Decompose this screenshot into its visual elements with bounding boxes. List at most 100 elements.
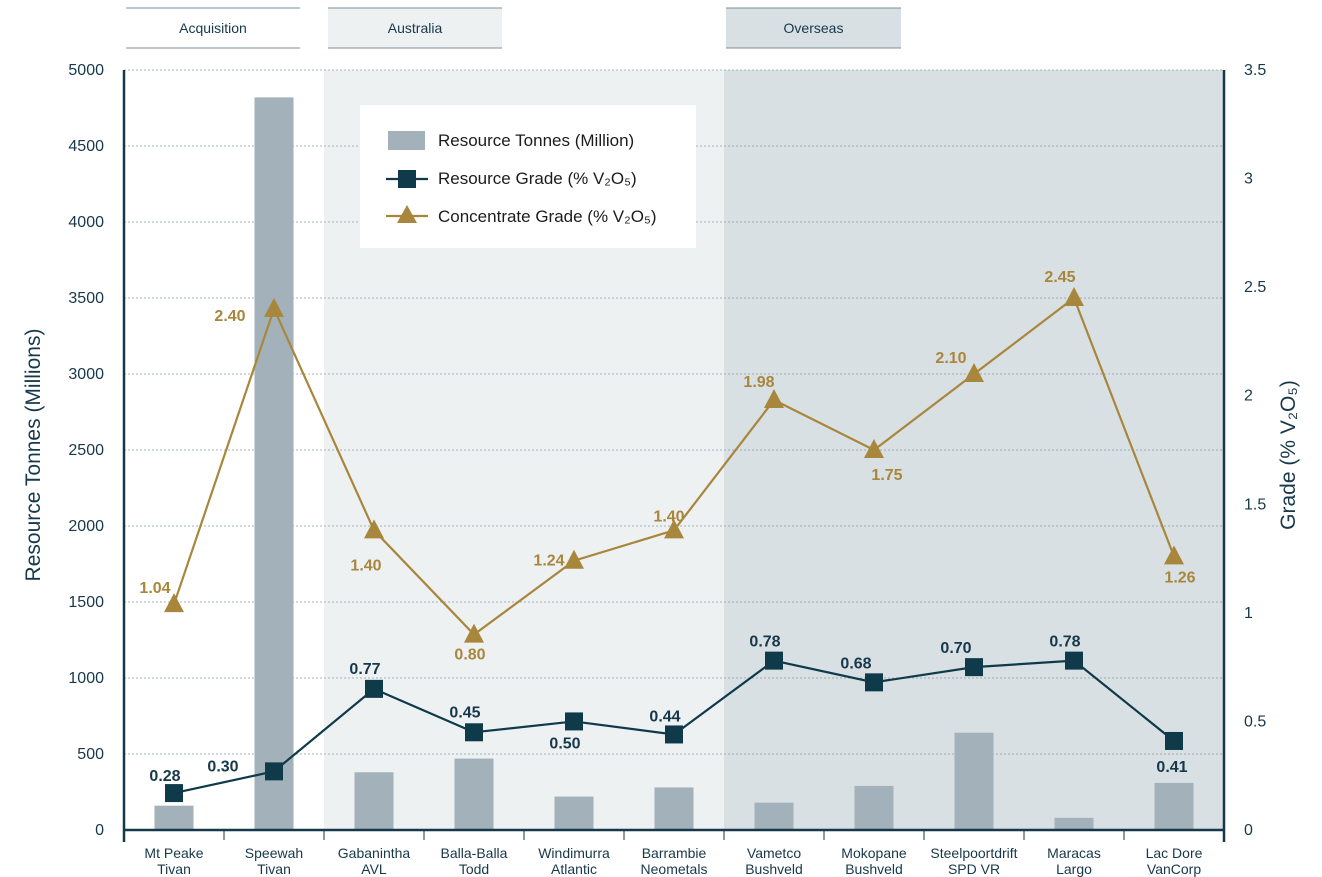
category-label: Steelpoortdrift [930,845,1017,861]
concentrate-grade-point [864,439,884,458]
y-right-tick-label: 3 [1244,171,1253,188]
bar-8 [954,732,994,830]
resource-grade-point [665,725,683,744]
concentrate-grade-point [764,389,784,409]
category-label: Tivan [257,861,291,877]
resource-grade-point [165,784,183,803]
group-header-bg [126,8,300,48]
resource-grade-label: 0.45 [449,704,480,721]
resource-grade-label: 0.78 [1049,634,1080,651]
bar-9 [1054,817,1094,830]
legend-swatch-bars [388,131,425,150]
y-left-tick-label: 5000 [68,62,104,79]
group-header-bg [726,8,901,48]
concentrate-grade-point [964,363,984,382]
resource-grade-point [1165,731,1183,750]
resource-grade-point [465,723,483,742]
y-right-tick-label: 0 [1244,822,1253,839]
resource-grade-label: 0.70 [940,640,971,657]
concentrate-grade-point [264,297,284,317]
y-right-tick-label: 3.5 [1244,62,1266,79]
y-left-tick-label: 1000 [68,670,104,687]
y-left-tick-label: 2000 [68,518,104,535]
category-label: Maracas [1047,845,1101,861]
resource-grade-label: 0.28 [149,768,180,785]
y-left-tick-label: 3000 [68,366,104,383]
bar-3 [454,758,494,830]
concentrate-grade-point [1064,287,1084,306]
y-right-tick-label: 2.5 [1244,279,1266,296]
resource-grade-point [1065,651,1083,670]
concentrate-grade-label: 2.10 [935,350,966,367]
y-left-tick-label: 3500 [68,290,104,307]
category-label: Speewah [245,845,303,861]
category-label: Mokopane [841,845,907,861]
category-label: Balla-Balla [441,845,508,861]
resource-grade-label: 0.68 [840,655,871,672]
legend-swatch-resource-marker [398,170,416,188]
resource-grade-label: 0.50 [549,735,580,752]
y-axis-left-title: Resource Tonnes (Millions) [22,329,45,582]
bar-0 [154,805,194,830]
resource-grade-label: 0.44 [649,708,680,725]
concentrate-grade-point [464,623,484,643]
bar-10 [1154,782,1194,830]
resource-grade-label: 0.41 [1156,759,1187,776]
y-left-tick-label: 1500 [68,594,104,611]
concentrate-grade-label: 1.26 [1164,569,1195,586]
resource-grade-label: 0.30 [207,758,238,775]
y-left-tick-label: 500 [77,746,104,763]
category-label: Neometals [641,861,708,877]
bar-5 [654,787,694,830]
category-label: Windimurra [538,845,610,861]
resource-grade-point [265,762,283,781]
group-header-bg [328,8,502,48]
concentrate-grade-point [164,593,184,613]
concentrate-grade-label: 1.40 [350,557,381,574]
bar-1 [254,97,294,831]
bar-7 [854,785,894,830]
bar-4 [554,796,594,830]
resource-grade-point [565,712,583,731]
legend-label: Concentrate Grade (% V₂O₅) [438,207,656,226]
y-right-tick-label: 0.5 [1244,713,1266,730]
legend-label: Resource Tonnes (Million) [438,131,634,150]
category-label: SPD VR [948,861,1000,877]
y-right-tick-label: 1.5 [1244,496,1266,513]
category-label: AVL [361,861,387,877]
y-left-tick-label: 2500 [68,442,104,459]
concentrate-grade-label: 2.45 [1044,269,1075,286]
category-label: Mt Peake [144,845,203,861]
y-axis-right-title: Grade (% V₂O₅) [1277,380,1300,530]
group-header-label: Acquisition [179,20,247,36]
y-right-tick-label: 2 [1244,388,1253,405]
concentrate-grade-label: 1.04 [139,580,170,597]
category-label: Vametco [747,845,801,861]
category-label: Gabanintha [338,845,411,861]
legend-swatch-concentrate-marker [397,205,417,223]
category-label: VanCorp [1147,861,1201,877]
concentrate-grade-label: 1.98 [743,374,774,391]
concentrate-grade-point [564,549,584,569]
resource-grade-point [765,651,783,670]
category-label: Todd [459,861,489,877]
category-label: Bushveld [845,861,903,877]
category-label: Lac Dore [1146,845,1203,861]
concentrate-grade-label: 0.80 [454,647,485,664]
concentrate-grade-point [364,519,384,539]
y-left-tick-label: 4500 [68,138,104,155]
concentrate-grade-label: 1.24 [533,553,564,570]
category-label: Atlantic [551,861,597,877]
concentrate-grade-label: 1.75 [871,467,902,484]
group-header-label: Overseas [784,20,844,36]
category-label: Barrambie [642,845,707,861]
concentrate-grade-point [1164,545,1184,565]
bar-2 [354,772,394,830]
y-left-tick-label: 0 [95,822,104,839]
category-label: Largo [1056,861,1092,877]
group-header-label: Australia [388,20,443,36]
resource-grade-label: 0.77 [349,661,380,678]
resource-grade-point [865,673,883,692]
bar-6 [754,802,794,830]
